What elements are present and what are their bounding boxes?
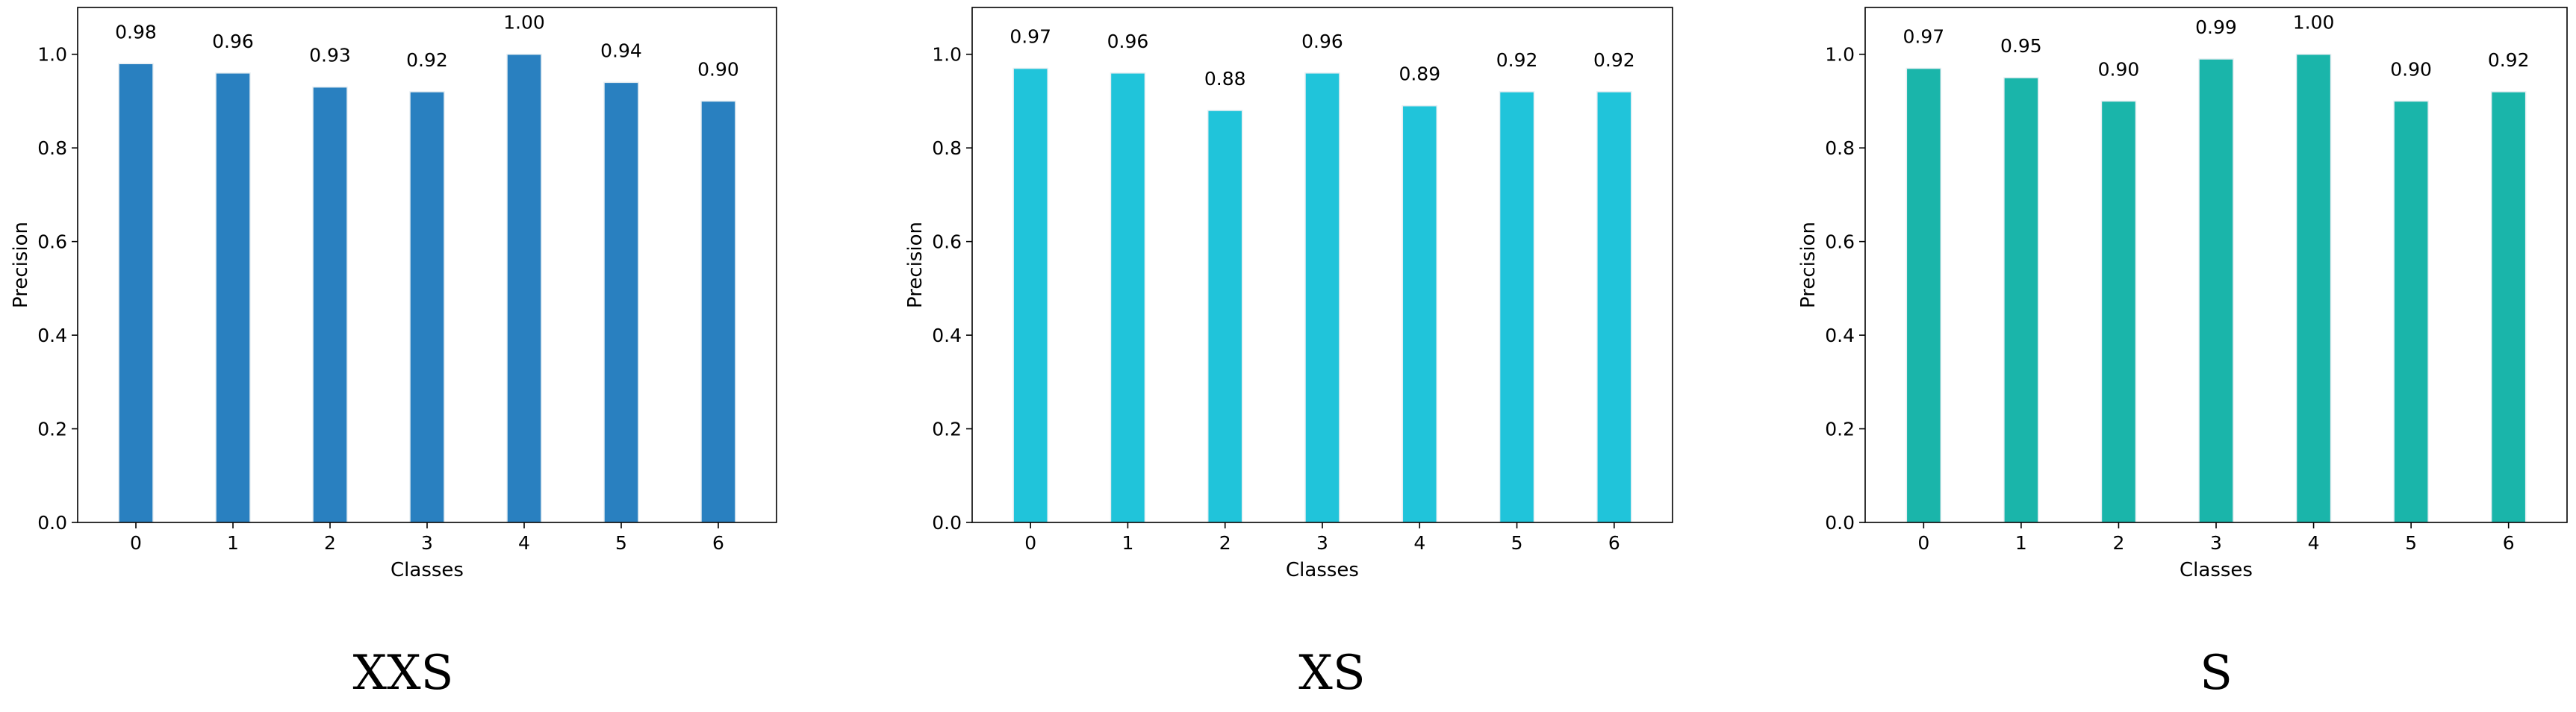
bar-value-label: 0.95 — [2000, 35, 2042, 57]
bar-value-label: 0.90 — [697, 58, 739, 80]
y-axis-label: Precision — [10, 222, 32, 308]
bar — [2295, 53, 2332, 523]
x-tick-label: 5 — [2405, 532, 2417, 554]
bar — [1905, 67, 1942, 523]
bar — [1207, 110, 1243, 523]
bar — [700, 100, 736, 523]
x-tick-label: 4 — [2308, 532, 2320, 554]
x-tick-label: 1 — [227, 532, 239, 554]
chart-caption-xxs: XXS — [352, 646, 454, 701]
y-tick-label: 0.6 — [37, 231, 67, 253]
bar-value-label: 0.94 — [600, 40, 642, 61]
y-tick-label: 0.6 — [1825, 231, 1855, 253]
chart-0: 0.98 0.960.93 0.921.000.940.900.00.20.40.6… — [10, 7, 777, 581]
y-tick-label: 0.6 — [932, 231, 962, 253]
chart-caption-xs: XS — [1298, 646, 1366, 701]
y-tick-label: 0.2 — [1825, 419, 1855, 440]
bar — [2003, 77, 2039, 523]
x-tick-label: 3 — [2210, 532, 2222, 554]
x-tick-label: 2 — [2112, 532, 2124, 554]
x-tick-label: 5 — [615, 532, 627, 554]
x-axis-label: Classes — [1286, 559, 1359, 581]
y-tick-label: 0.0 — [37, 512, 67, 534]
y-axis-label: Precision — [1797, 222, 1820, 308]
chart-1: 0.97 0.96 0.88 0.96 0.89 0.92 0.92 0.0 0.2 0.4 0.6… — [904, 7, 1673, 581]
y-tick-label: 1.0 — [1825, 44, 1855, 66]
y-tick-label: 0.0 — [1825, 512, 1855, 534]
x-tick-label: 0 — [130, 532, 142, 554]
bar — [215, 72, 251, 523]
chart-caption-s: S — [2200, 646, 2233, 701]
x-tick-label: 0 — [1917, 532, 1929, 554]
x-tick-label: 3 — [421, 532, 433, 554]
y-tick-label: 0.0 — [932, 512, 962, 534]
bar — [118, 63, 154, 523]
y-tick-label: 0.2 — [37, 419, 67, 440]
bar-value-label: 0.90 — [2390, 58, 2432, 80]
bar — [603, 81, 639, 523]
bar-value-label: 1.00 — [2293, 12, 2335, 34]
bar-value-label: 0.88 — [1204, 68, 1246, 90]
bar — [1304, 72, 1340, 523]
bar-value-label: 1.00 — [503, 12, 545, 34]
x-tick-label: 3 — [1316, 532, 1328, 554]
x-tick-label: 4 — [518, 532, 530, 554]
x-axis-label: Classes — [2180, 559, 2253, 581]
bar-value-label: 0.97 — [1903, 26, 1944, 48]
x-tick-label: 1 — [2015, 532, 2027, 554]
y-tick-label: 0.2 — [932, 419, 962, 440]
bar — [2100, 100, 2137, 523]
y-tick-label: 0.4 — [37, 325, 67, 346]
x-tick-label: 6 — [712, 532, 724, 554]
x-tick-label: 0 — [1024, 532, 1036, 554]
bar — [1401, 104, 1438, 523]
x-tick-label: 2 — [1219, 532, 1231, 554]
bar — [1110, 72, 1146, 523]
x-tick-label: 6 — [2503, 532, 2515, 554]
bar-value-label: 0.98 — [115, 21, 157, 43]
bar — [506, 53, 542, 523]
x-axis-label: Classes — [391, 559, 464, 581]
bar-value-label: 0.96 — [1301, 31, 1343, 52]
y-tick-label: 1.0 — [37, 44, 67, 66]
y-tick-label: 0.4 — [1825, 325, 1855, 346]
bar-value-label: 0.99 — [2195, 16, 2237, 38]
x-tick-label: 6 — [1608, 532, 1620, 554]
bar-value-label: 0.92 — [1496, 49, 1538, 71]
x-tick-label: 4 — [1413, 532, 1425, 554]
bar-value-label: 0.92 — [2488, 49, 2530, 71]
bar-value-label: 0.89 — [1399, 63, 1440, 85]
bar — [2490, 91, 2527, 523]
bar-value-label: 0.97 — [1009, 26, 1051, 48]
bar-value-label: 0.96 — [1107, 31, 1149, 52]
x-tick-label: 2 — [324, 532, 336, 554]
bar-value-label: 0.92 — [1593, 49, 1635, 71]
bar — [2198, 58, 2234, 523]
bar — [2393, 100, 2429, 523]
bar-value-label: 0.90 — [2098, 58, 2140, 80]
bar — [312, 86, 348, 523]
bar — [1499, 91, 1535, 523]
y-tick-label: 0.8 — [932, 137, 962, 159]
chart-2: 0.97 0.950.900.99 1.000.90 0.920.00.20.40.6… — [1797, 7, 2568, 581]
bar-value-label: 0.93 — [309, 45, 351, 66]
bar — [409, 91, 445, 523]
bar-value-label: 0.92 — [406, 49, 448, 71]
y-tick-label: 0.4 — [932, 325, 962, 346]
x-tick-label: 5 — [1511, 532, 1523, 554]
bar — [1012, 67, 1048, 523]
y-tick-label: 0.8 — [37, 137, 67, 159]
bar-value-label: 0.96 — [212, 31, 254, 52]
y-tick-label: 0.8 — [1825, 137, 1855, 159]
bar — [1596, 91, 1632, 523]
x-tick-label: 1 — [1121, 532, 1133, 554]
y-axis-label: Precision — [904, 222, 927, 308]
y-tick-label: 1.0 — [932, 44, 962, 66]
